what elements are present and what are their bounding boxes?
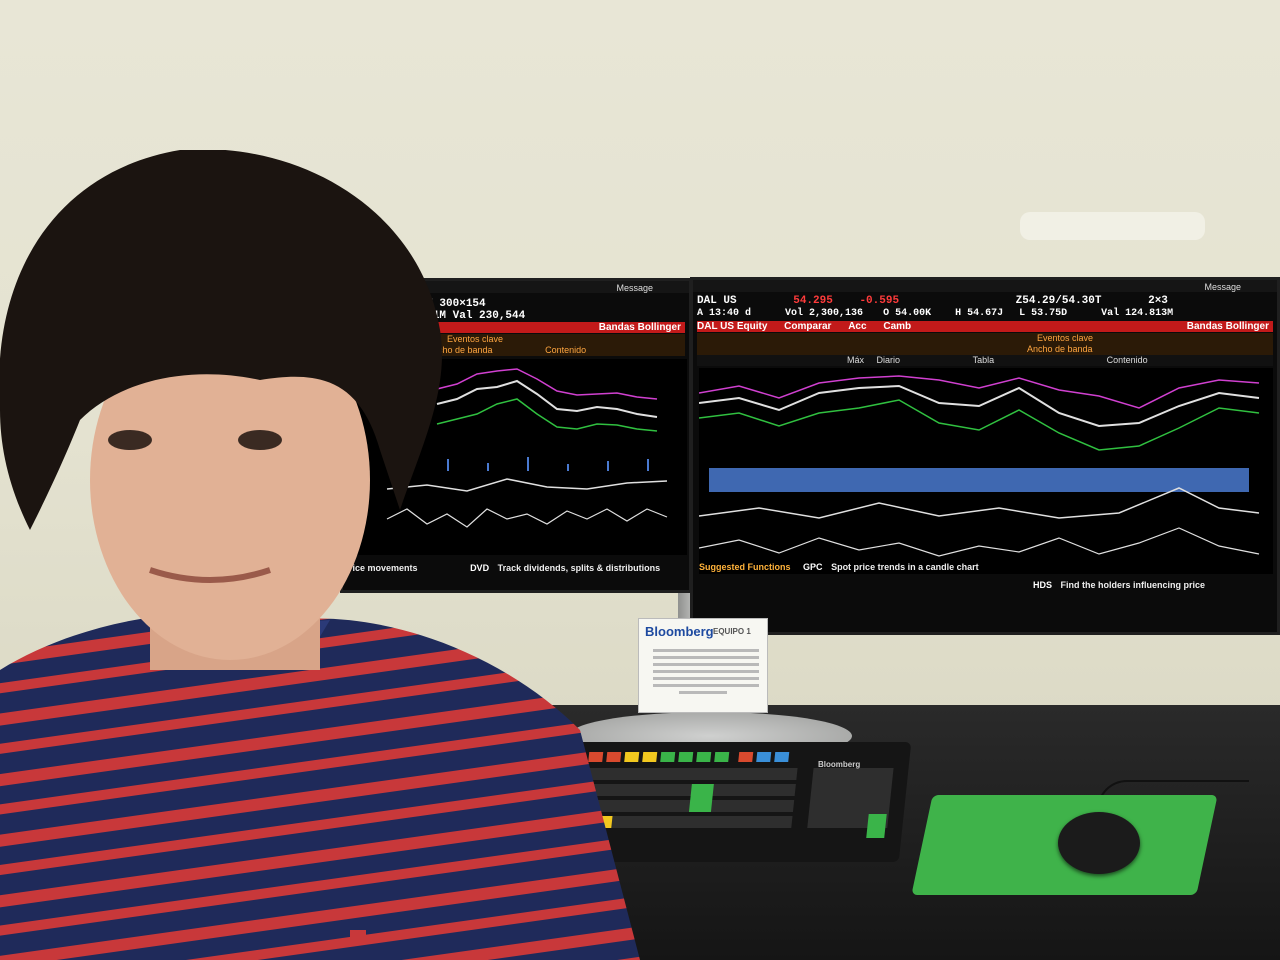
series-lower-band-right [699, 399, 1260, 451]
terminal-title-bar [343, 281, 689, 293]
bloomberg-keyboard[interactable] [563, 742, 912, 862]
toolbar-row-right-2: Ancho de banda [697, 344, 1273, 355]
series-price [436, 379, 658, 418]
volume: Vol 2,300,136 [785, 308, 864, 319]
table-button[interactable]: Tabla [972, 355, 995, 365]
terminal-title-bar-right [693, 280, 1277, 292]
suggested-label: Suggested Functions [699, 562, 791, 572]
band-button-right[interactable]: Ancho de banda [1027, 344, 1093, 354]
change-menu[interactable]: Camb [883, 321, 912, 332]
sign-text-lines [639, 619, 767, 694]
low: L 53.75D [1019, 308, 1068, 319]
security-bar: DAL US Equity Comparar Acc Camb Bandas B… [697, 321, 1273, 332]
quote-line-2: A 13:40 d Vol 2,300,136 O 54.00K H 54.67… [697, 308, 1273, 322]
fn-dvd-code[interactable]: DVD [470, 563, 490, 573]
events-button[interactable]: Eventos clave [447, 334, 504, 344]
fn-hds-code[interactable]: HDS [1033, 580, 1053, 590]
wall-patch [1020, 212, 1205, 240]
security-field[interactable]: DAL US Equity [697, 321, 768, 332]
toolbar-row-2: Ancho de banda Contenido [347, 345, 685, 356]
mouse[interactable] [1058, 812, 1140, 874]
toolbar-row: Eventos clave [347, 334, 685, 345]
go-key [688, 784, 714, 812]
function-keys [588, 752, 790, 762]
volume-bars-right [709, 468, 1249, 492]
right-monitor: Message DAL US 54.295 -0.595 Z54.29/54.3… [690, 277, 1280, 635]
price-chart-right[interactable] [699, 368, 1273, 574]
shirt-logo [350, 930, 366, 938]
message-label[interactable]: Message [616, 283, 653, 293]
suggested-functions-bar-2: HDS Find the holders influencing price [1033, 580, 1271, 590]
value: Val 124.813M [1101, 308, 1174, 319]
curly-hair [0, 150, 442, 530]
keyboard-keys [581, 752, 894, 838]
series-oscillator-right [699, 527, 1260, 557]
last-price: 54.295 [793, 295, 833, 307]
quote-line-1: DAL US 54.295 -0.595 Z54.29/54.30T 2×3 [697, 295, 1273, 309]
content-button-right[interactable]: Contenido [1106, 355, 1148, 365]
max-button[interactable]: Máx [847, 355, 865, 365]
series-upper-band [436, 368, 658, 400]
compare-menu[interactable]: Comparar [784, 321, 832, 332]
price-change: -0.595 [859, 295, 900, 307]
high: H 54.67J [955, 308, 1004, 319]
range-row: Máx Diario Tabla Contenido [697, 355, 1273, 366]
series-price-right [699, 384, 1260, 428]
series-lower-band [436, 398, 658, 432]
sign-team: EQUIPO 1 [713, 627, 751, 636]
series-bandwidth [386, 478, 668, 492]
fn-dvd-desc[interactable]: Track dividends, splits & distributions [497, 563, 661, 573]
suggested-functions-bar: Suggested Functions GPC Spot price trend… [699, 562, 1271, 572]
sign-brand: Bloomberg [645, 624, 714, 639]
left-eye [108, 430, 152, 450]
indicator-title-right: Bandas Bollinger [1186, 321, 1269, 332]
fn-gpc-desc[interactable]: Spot price trends in a candle chart [831, 562, 979, 572]
bid-ask: Z54.29/54.30T [1015, 295, 1102, 307]
daily-button[interactable]: Diario [876, 355, 901, 365]
volume-bars [447, 457, 649, 471]
events-button-right[interactable]: Eventos clave [1037, 333, 1094, 343]
shirt [0, 612, 640, 960]
keyboard-brand: Bloomberg [818, 760, 861, 769]
series-oscillator [386, 508, 668, 528]
open: O 54.00K [883, 308, 932, 319]
time: A 13:40 d [697, 308, 752, 319]
function-bar-left: rice movements DVD Track dividends, spli… [349, 563, 683, 573]
size: 2×3 [1148, 295, 1168, 307]
message-label-right[interactable]: Message [1204, 282, 1241, 292]
fn-gpc-code[interactable]: GPC [803, 562, 823, 572]
person [0, 150, 640, 960]
toolbar-row-right: Eventos clave [697, 333, 1273, 344]
mouth [149, 567, 271, 583]
symbol[interactable]: DAL US [697, 295, 737, 307]
indicator-title-bar: Bandas Bollinger [347, 322, 685, 333]
team-sign: Bloomberg EQUIPO 1 [638, 618, 768, 713]
numpad-keys [807, 768, 894, 828]
series-bandwidth-right [699, 487, 1260, 519]
fn-hds-desc[interactable]: Find the holders influencing price [1060, 580, 1206, 590]
actions-menu[interactable]: Acc [848, 321, 867, 332]
letter-keys [581, 768, 798, 828]
fn-left-text: rice movements [349, 563, 418, 573]
series-upper-band-right [699, 375, 1260, 409]
band-button[interactable]: Ancho de banda [427, 345, 493, 355]
right-eye [238, 430, 282, 450]
content-button[interactable]: Contenido [545, 345, 587, 355]
